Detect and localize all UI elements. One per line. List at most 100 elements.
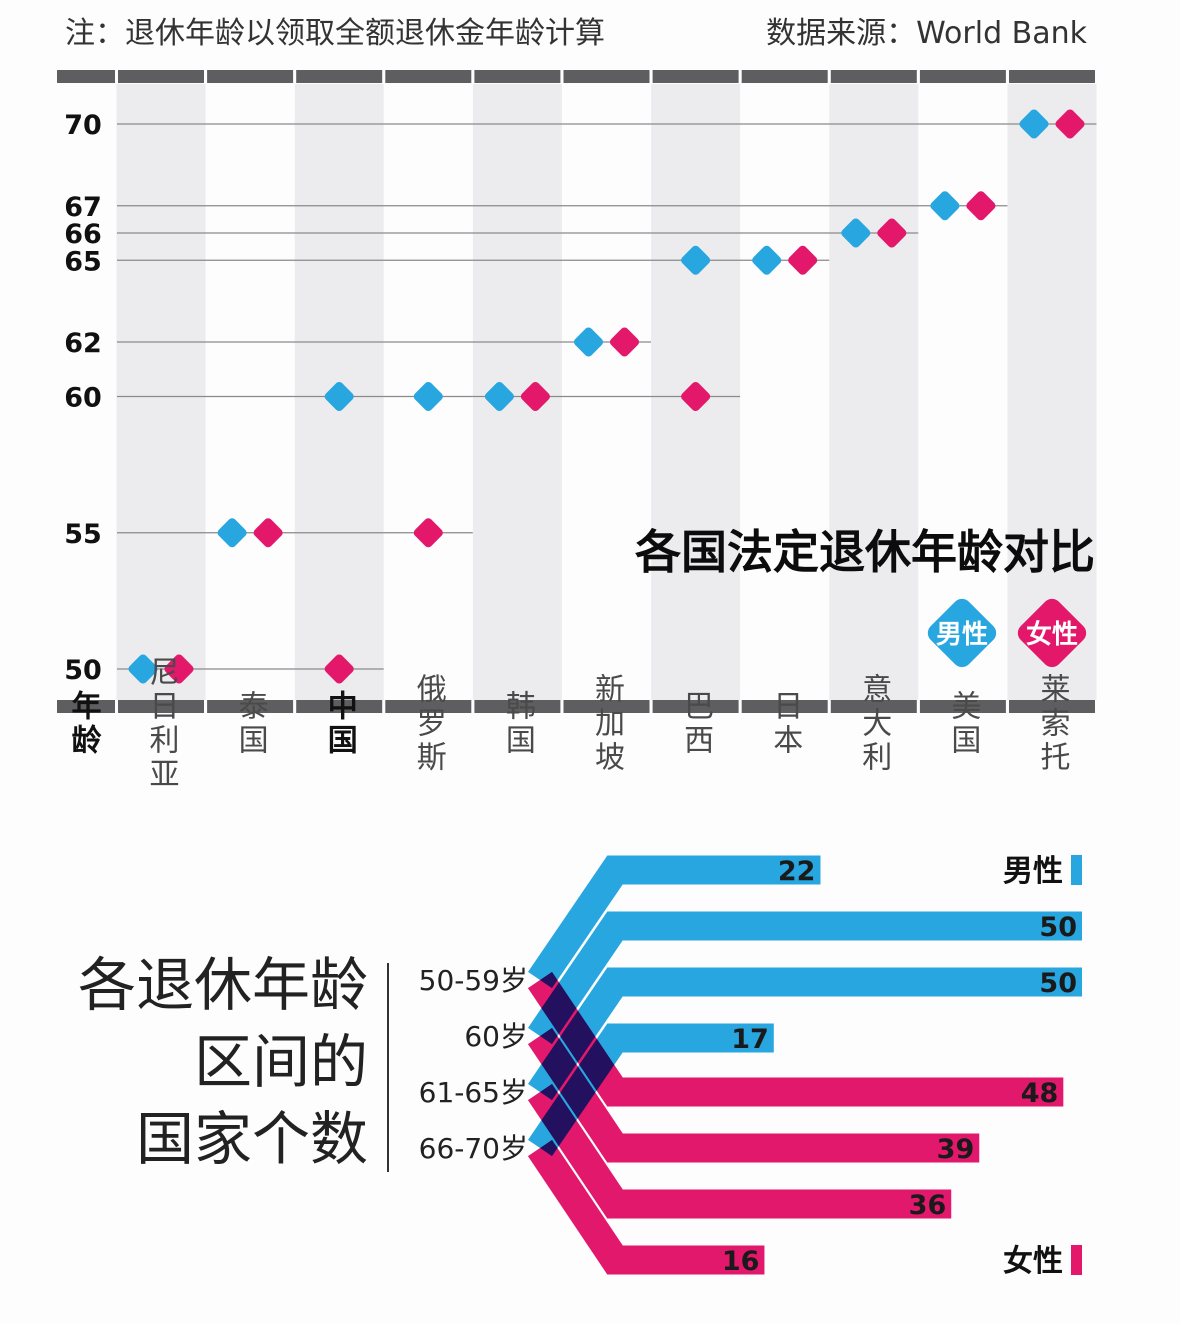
male-point <box>413 381 443 412</box>
frame-bar-segment <box>830 70 917 83</box>
frame-bar-segment <box>919 700 1006 713</box>
column-shade <box>829 84 919 700</box>
chart-title: 各国法定退休年龄对比 <box>635 525 1095 579</box>
male-point <box>752 245 782 275</box>
category-label: 美国 <box>945 690 980 758</box>
legend-male-label: 男性 <box>936 620 988 650</box>
frame-bar-segment <box>919 70 1006 83</box>
footnote: 注：退休年龄以领取全额退休金年龄计算 <box>65 16 605 51</box>
male-point <box>128 654 158 684</box>
frame-bar-segment <box>296 70 383 83</box>
column-shade <box>1007 84 1097 700</box>
male-point <box>1019 109 1049 139</box>
frame-bar-segment <box>741 700 828 713</box>
female-point <box>788 245 818 275</box>
category-label: 韩国 <box>500 690 535 758</box>
female-bands <box>527 971 1064 1275</box>
female-bar <box>527 1027 980 1163</box>
age-range-label: 50-59岁 <box>419 964 528 997</box>
age-range-label: 61-65岁 <box>419 1076 528 1109</box>
category-label: 意大利 <box>856 673 892 775</box>
male-point <box>841 218 871 248</box>
female-point <box>253 518 283 548</box>
y-tick-label: 62 <box>64 328 102 359</box>
y-tick-label: 60 <box>64 383 102 414</box>
male-value-label: 50 <box>1039 912 1077 943</box>
frame-bar-segment <box>563 700 650 713</box>
category-label: 新加坡 <box>589 673 625 775</box>
y-tick-label: 67 <box>64 192 102 223</box>
female-value-label: 16 <box>722 1246 760 1277</box>
legend-male-swatch <box>1071 855 1082 885</box>
frame-bar-segment <box>118 70 204 83</box>
category-label: 巴西 <box>678 690 713 758</box>
female-point <box>164 654 194 684</box>
category-label: 泰国 <box>233 690 268 758</box>
frame-bar-segment <box>1009 70 1095 83</box>
section-title-line: 各退休年龄 <box>78 951 368 1019</box>
data-source: 数据来源：World Bank <box>766 16 1087 51</box>
frame-bar-segment <box>207 70 294 83</box>
category-label: 莱索托 <box>1035 673 1070 775</box>
legend-male-label: 男性 <box>1003 854 1063 889</box>
y-tick-label: 66 <box>64 219 102 250</box>
frame-bar-segment <box>385 700 472 713</box>
y-tick-label: 65 <box>64 246 102 277</box>
y-tick-label: 50 <box>64 655 102 686</box>
category-label: 俄罗斯 <box>411 673 447 775</box>
male-point <box>930 191 960 221</box>
female-bar <box>527 1139 765 1275</box>
column-shade <box>116 84 206 700</box>
female-value-label: 36 <box>909 1190 947 1221</box>
frame-bar-segment <box>741 70 828 83</box>
female-point <box>413 518 443 548</box>
female-point <box>609 327 640 357</box>
y-tick-label: 70 <box>64 110 102 141</box>
male-value-label: 22 <box>778 856 816 887</box>
male-value-label: 50 <box>1039 968 1077 999</box>
legend-female-icon <box>1017 598 1087 668</box>
legend-female-label: 女性 <box>1026 619 1078 650</box>
female-bar <box>527 1083 952 1219</box>
frame-bar-segment <box>57 70 115 83</box>
female-value-label: 39 <box>937 1134 975 1165</box>
female-point <box>966 191 996 221</box>
male-point <box>681 245 711 275</box>
age-range-label: 66-70岁 <box>419 1132 528 1165</box>
frame-bar-segment <box>1009 700 1095 713</box>
age-range-label: 60岁 <box>464 1020 528 1053</box>
female-point <box>877 218 907 248</box>
female-value-label: 48 <box>1021 1078 1059 1109</box>
male-point <box>573 327 604 357</box>
male-point <box>217 518 247 548</box>
y-tick-label: 55 <box>64 519 102 550</box>
frame-bar-segment <box>652 70 739 83</box>
frame-bar-segment <box>57 700 115 713</box>
frame-bar-segment <box>830 700 917 713</box>
section-title-line: 区间的 <box>194 1028 368 1096</box>
column-shade <box>472 84 562 700</box>
male-bar <box>528 855 821 989</box>
section-title-line: 国家个数 <box>136 1105 368 1173</box>
female-point <box>1055 109 1085 139</box>
male-value-label: 17 <box>731 1024 769 1055</box>
legend-male-icon <box>927 598 997 668</box>
frame-bar-segment <box>563 70 650 83</box>
legend-female-label: 女性 <box>1003 1244 1063 1279</box>
male-point <box>484 381 514 412</box>
male-point <box>324 381 354 412</box>
female-point <box>520 381 550 412</box>
frame-bar-segment <box>385 70 472 83</box>
y-axis-label: 年龄 <box>66 690 102 758</box>
frame-bar-segment <box>652 700 739 713</box>
legend-female-swatch <box>1071 1245 1082 1275</box>
frame-bar-segment <box>296 700 383 713</box>
category-label: 日本 <box>767 690 802 758</box>
frame-bar-segment <box>207 700 294 713</box>
frame-bar-segment <box>474 700 561 713</box>
category-label: 中国 <box>322 690 357 758</box>
female-point <box>681 381 711 412</box>
